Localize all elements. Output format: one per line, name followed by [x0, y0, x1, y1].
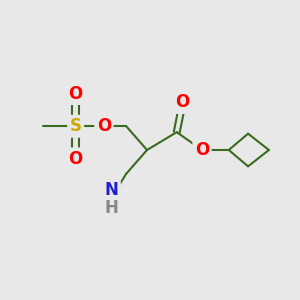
Text: O: O	[97, 117, 111, 135]
Text: N: N	[104, 181, 118, 199]
Text: H: H	[104, 199, 118, 217]
Text: S: S	[70, 117, 82, 135]
Text: O: O	[69, 150, 83, 168]
Text: O: O	[195, 141, 209, 159]
Text: O: O	[176, 93, 190, 111]
Text: O: O	[69, 85, 83, 103]
